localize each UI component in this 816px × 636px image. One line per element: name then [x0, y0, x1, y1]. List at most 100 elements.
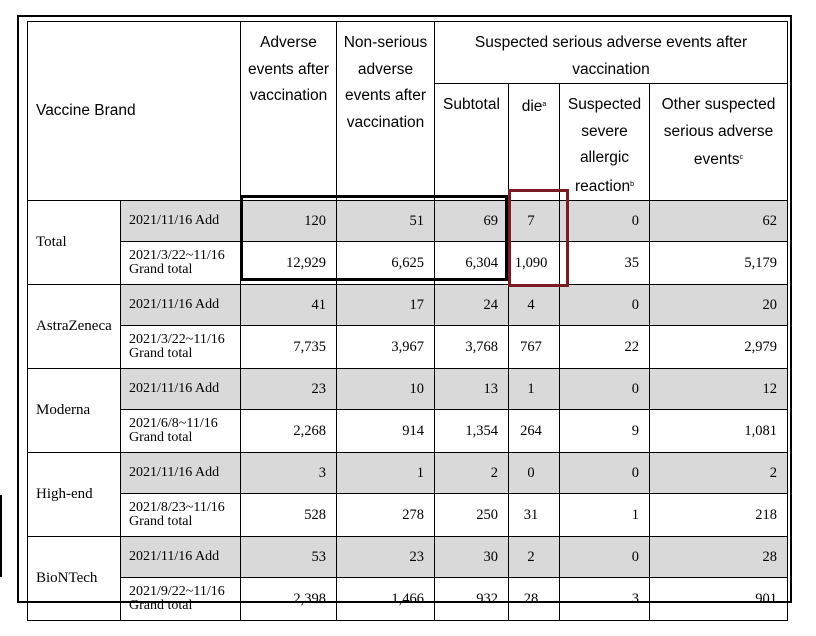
subtotal-value-cell: 6,304: [434, 241, 509, 285]
subtotal-value-cell: 1,354: [434, 409, 509, 453]
nonserious-value-cell: 17: [336, 284, 435, 326]
table-row: AstraZeneca 2021/11/16 Add 41 17 24 4 0 20: [27, 284, 788, 369]
other-value-cell: 20: [649, 284, 788, 326]
period-label: 2021/6/8~11/16: [129, 416, 218, 431]
nonserious-value-cell: 1: [336, 452, 435, 494]
period-label: 2021/8/23~11/16: [129, 500, 225, 515]
adverse-events-header: Adverse events after vaccination: [240, 21, 337, 201]
die-header: diea: [508, 83, 560, 201]
adverse-value-cell: 23: [240, 368, 337, 410]
allergic-value-cell: 0: [559, 284, 650, 326]
allergic-value-cell: 0: [559, 536, 650, 578]
period-sublabel: Grand total: [129, 430, 193, 445]
subtotal-value-cell: 69: [434, 200, 509, 242]
period-cell: 2021/8/23~11/16 Grand total: [120, 493, 241, 537]
period-cell: 2021/9/22~11/16 Grand total: [120, 577, 241, 621]
adverse-value-cell: 120: [240, 200, 337, 242]
table-row: BioNTech 2021/11/16 Add 53 23 30 2 0 28: [27, 536, 788, 621]
table-row: 2021/9/22~11/16 Grand total 2,398 1,466 932 2…: [28, 577, 788, 621]
suspected-serious-header: Suspected serious adverse events after v…: [434, 21, 788, 84]
table-frame: Vaccine Brand Adverse events after vacci…: [17, 15, 792, 621]
other-note-marker: c: [739, 154, 744, 161]
table-row: 2021/6/8~11/16 Grand total 2,268 914 1,354 26…: [28, 409, 788, 453]
period-cell: 2021/3/22~11/16 Grand total: [120, 241, 241, 285]
nonserious-header: Non-serious adverse events after vaccina…: [336, 21, 435, 201]
left-edge-line: [0, 495, 2, 577]
table-row: Total 2021/11/16 Add 120 51 69 7 0 62: [27, 200, 788, 285]
subtotal-value-cell: 250: [434, 493, 509, 537]
allergic-value-cell: 0: [559, 452, 650, 494]
other-value-cell: 62: [649, 200, 788, 242]
other-value-cell: 5,179: [649, 241, 788, 285]
die-value-cell: 264: [508, 409, 560, 453]
die-value-cell: 28: [508, 577, 560, 621]
period-sublabel: Grand total: [129, 598, 193, 613]
table-row: 2021/3/22~11/16 Grand total 7,735 3,967 3,76…: [28, 325, 788, 369]
other-value-cell: 2: [649, 452, 788, 494]
table-row: 2021/3/22~11/16 Grand total 12,929 6,625 6,3…: [28, 241, 788, 285]
nonserious-value-cell: 6,625: [336, 241, 435, 285]
subtotal-value-cell: 24: [434, 284, 509, 326]
period-sublabel: Grand total: [129, 262, 193, 277]
adverse-value-cell: 41: [240, 284, 337, 326]
nonserious-value-cell: 914: [336, 409, 435, 453]
allergic-value-cell: 0: [559, 200, 650, 242]
period-cell: 2021/11/16 Add: [120, 200, 241, 242]
period-label: 2021/9/22~11/16: [129, 584, 225, 599]
period-cell: 2021/11/16 Add: [120, 452, 241, 494]
other-value-cell: 218: [649, 493, 788, 537]
group-name-cell: BioNTech: [27, 536, 121, 621]
adverse-value-cell: 2,398: [240, 577, 337, 621]
die-value-cell: 1: [508, 368, 560, 410]
adverse-value-cell: 528: [240, 493, 337, 537]
group-name-cell: AstraZeneca: [27, 284, 121, 369]
allergic-value-cell: 35: [559, 241, 650, 285]
other-serious-header: Other suspected serious adverse eventsc: [649, 83, 788, 201]
period-label: 2021/3/22~11/16: [129, 248, 225, 263]
die-value-cell: 767: [508, 325, 560, 369]
period-label: 2021/11/16 Add: [129, 465, 220, 480]
subtotal-value-cell: 3,768: [434, 325, 509, 369]
period-cell: 2021/11/16 Add: [120, 536, 241, 578]
black-highlight-box: [240, 195, 508, 281]
allergic-value-cell: 9: [559, 409, 650, 453]
adverse-value-cell: 53: [240, 536, 337, 578]
period-label: 2021/11/16 Add: [129, 549, 220, 564]
subtotal-header: Subtotal: [434, 83, 509, 201]
table-body: Total 2021/11/16 Add 120 51 69 7 0 62 2021/3/22~…: [27, 200, 788, 621]
period-sublabel: Grand total: [129, 514, 193, 529]
subtotal-value-cell: 13: [434, 368, 509, 410]
other-value-cell: 1,081: [649, 409, 788, 453]
period-cell: 2021/6/8~11/16 Grand total: [120, 409, 241, 453]
die-value-cell: 1,090: [508, 241, 560, 285]
nonserious-value-cell: 23: [336, 536, 435, 578]
allergic-header: Suspected severe allergic reactionb: [559, 83, 650, 201]
adverse-events-table: Vaccine Brand Adverse events after vacci…: [27, 21, 788, 621]
period-label: 2021/3/22~11/16: [129, 332, 225, 347]
adverse-value-cell: 3: [240, 452, 337, 494]
group-name-cell: High-end: [27, 452, 121, 537]
die-value-cell: 2: [508, 536, 560, 578]
table-row: Moderna 2021/11/16 Add 23 10 13 1 0 12: [27, 368, 788, 453]
die-value-cell: 7: [508, 200, 560, 242]
nonserious-value-cell: 1,466: [336, 577, 435, 621]
allergic-value-cell: 22: [559, 325, 650, 369]
subtotal-value-cell: 2: [434, 452, 509, 494]
period-sublabel: Grand total: [129, 346, 193, 361]
other-value-cell: 901: [649, 577, 788, 621]
red-highlight-box: [508, 189, 569, 287]
nonserious-value-cell: 278: [336, 493, 435, 537]
vaccine-brand-header: Vaccine Brand: [27, 21, 241, 201]
die-value-cell: 0: [508, 452, 560, 494]
allergic-value-cell: 3: [559, 577, 650, 621]
period-cell: 2021/11/16 Add: [120, 368, 241, 410]
adverse-value-cell: 2,268: [240, 409, 337, 453]
period-label: 2021/11/16 Add: [129, 381, 220, 396]
allergic-note-marker: b: [630, 180, 635, 188]
die-value-cell: 4: [508, 284, 560, 326]
period-label: 2021/11/16 Add: [129, 213, 220, 228]
other-value-cell: 12: [649, 368, 788, 410]
other-value-cell: 2,979: [649, 325, 788, 369]
group-name-cell: Total: [27, 200, 121, 285]
period-cell: 2021/11/16 Add: [120, 284, 241, 326]
